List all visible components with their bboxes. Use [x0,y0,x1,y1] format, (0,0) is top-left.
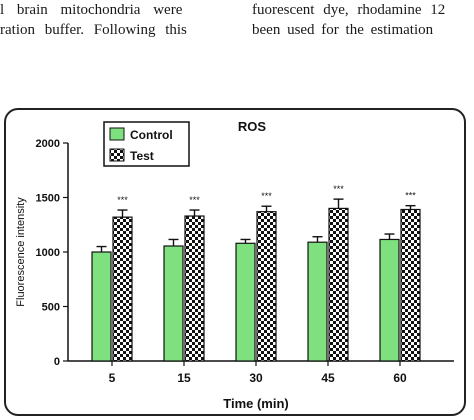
y-tick-label: 500 [42,302,60,314]
x-tick-label: 60 [393,371,407,385]
test-bar [112,216,133,362]
y-tick-label: 0 [54,356,60,368]
x-tick-label: 30 [249,371,263,385]
significance-annotation: *** [261,191,272,201]
test-bar [256,211,277,362]
y-axis-label: Fluorescence intensity [15,197,27,307]
significance-annotation: *** [333,184,344,194]
control-bar [235,242,256,362]
control-bar [379,238,400,362]
x-tick-label: 15 [177,371,191,385]
control-bar [91,251,112,362]
x-tick-label: 45 [321,371,335,385]
x-tick-label: 5 [109,371,116,385]
test-bar [184,215,205,362]
chart-title: ROS [238,119,267,134]
paper-text-line-left-2: ration buffer. Following this [0,22,187,38]
test-bar [328,207,349,362]
legend-swatch-control [109,127,125,141]
significance-annotation: *** [189,195,200,205]
control-bar [163,245,184,362]
x-axis-label: Time (min) [223,396,289,411]
paper-text-line-left-1: l brain mitochondria were [0,2,183,18]
paper-text-line-right-1: fuorescent dye, rhodamine 12 [252,2,446,18]
y-tick-label: 2000 [36,138,60,150]
significance-annotation: *** [117,195,128,205]
legend-label-test: Test [130,149,154,163]
control-bar [307,241,328,362]
test-bar [400,208,421,362]
legend-swatch-test [109,148,125,162]
legend-label-control: Control [130,128,173,142]
significance-annotation: *** [405,191,416,201]
y-tick-label: 1000 [36,247,60,259]
paper-text-line-right-2: been used for the estimation [252,22,434,38]
y-tick-label: 1500 [36,193,60,205]
